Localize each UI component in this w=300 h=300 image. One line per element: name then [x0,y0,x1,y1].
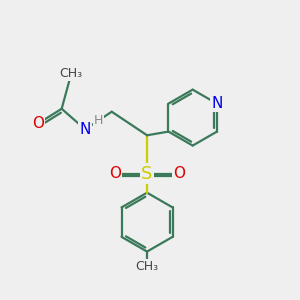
Text: O: O [173,166,185,181]
Text: N: N [211,96,223,111]
Text: O: O [32,116,44,131]
Text: S: S [141,165,153,183]
Text: H: H [94,114,103,127]
Text: CH₃: CH₃ [136,260,159,273]
Text: O: O [109,166,121,181]
Text: CH₃: CH₃ [59,67,82,80]
Text: N: N [80,122,91,137]
